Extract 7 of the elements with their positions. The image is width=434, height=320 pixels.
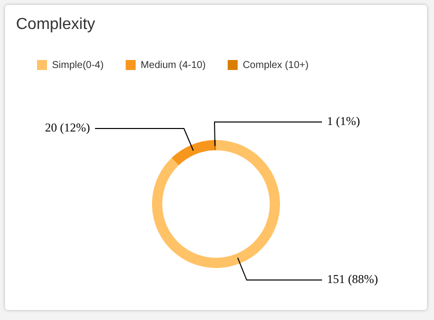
chart-title: Complexity (16, 16, 96, 34)
legend-label: Complex (10+) (242, 60, 309, 71)
data-label: 20 (12%) (45, 120, 90, 135)
legend-label: Simple(0-4) (52, 60, 104, 71)
legend-label: Medium (4-10) (140, 60, 206, 71)
data-label: 151 (88%) (327, 272, 378, 286)
data-label: 1 (1%) (327, 114, 360, 128)
